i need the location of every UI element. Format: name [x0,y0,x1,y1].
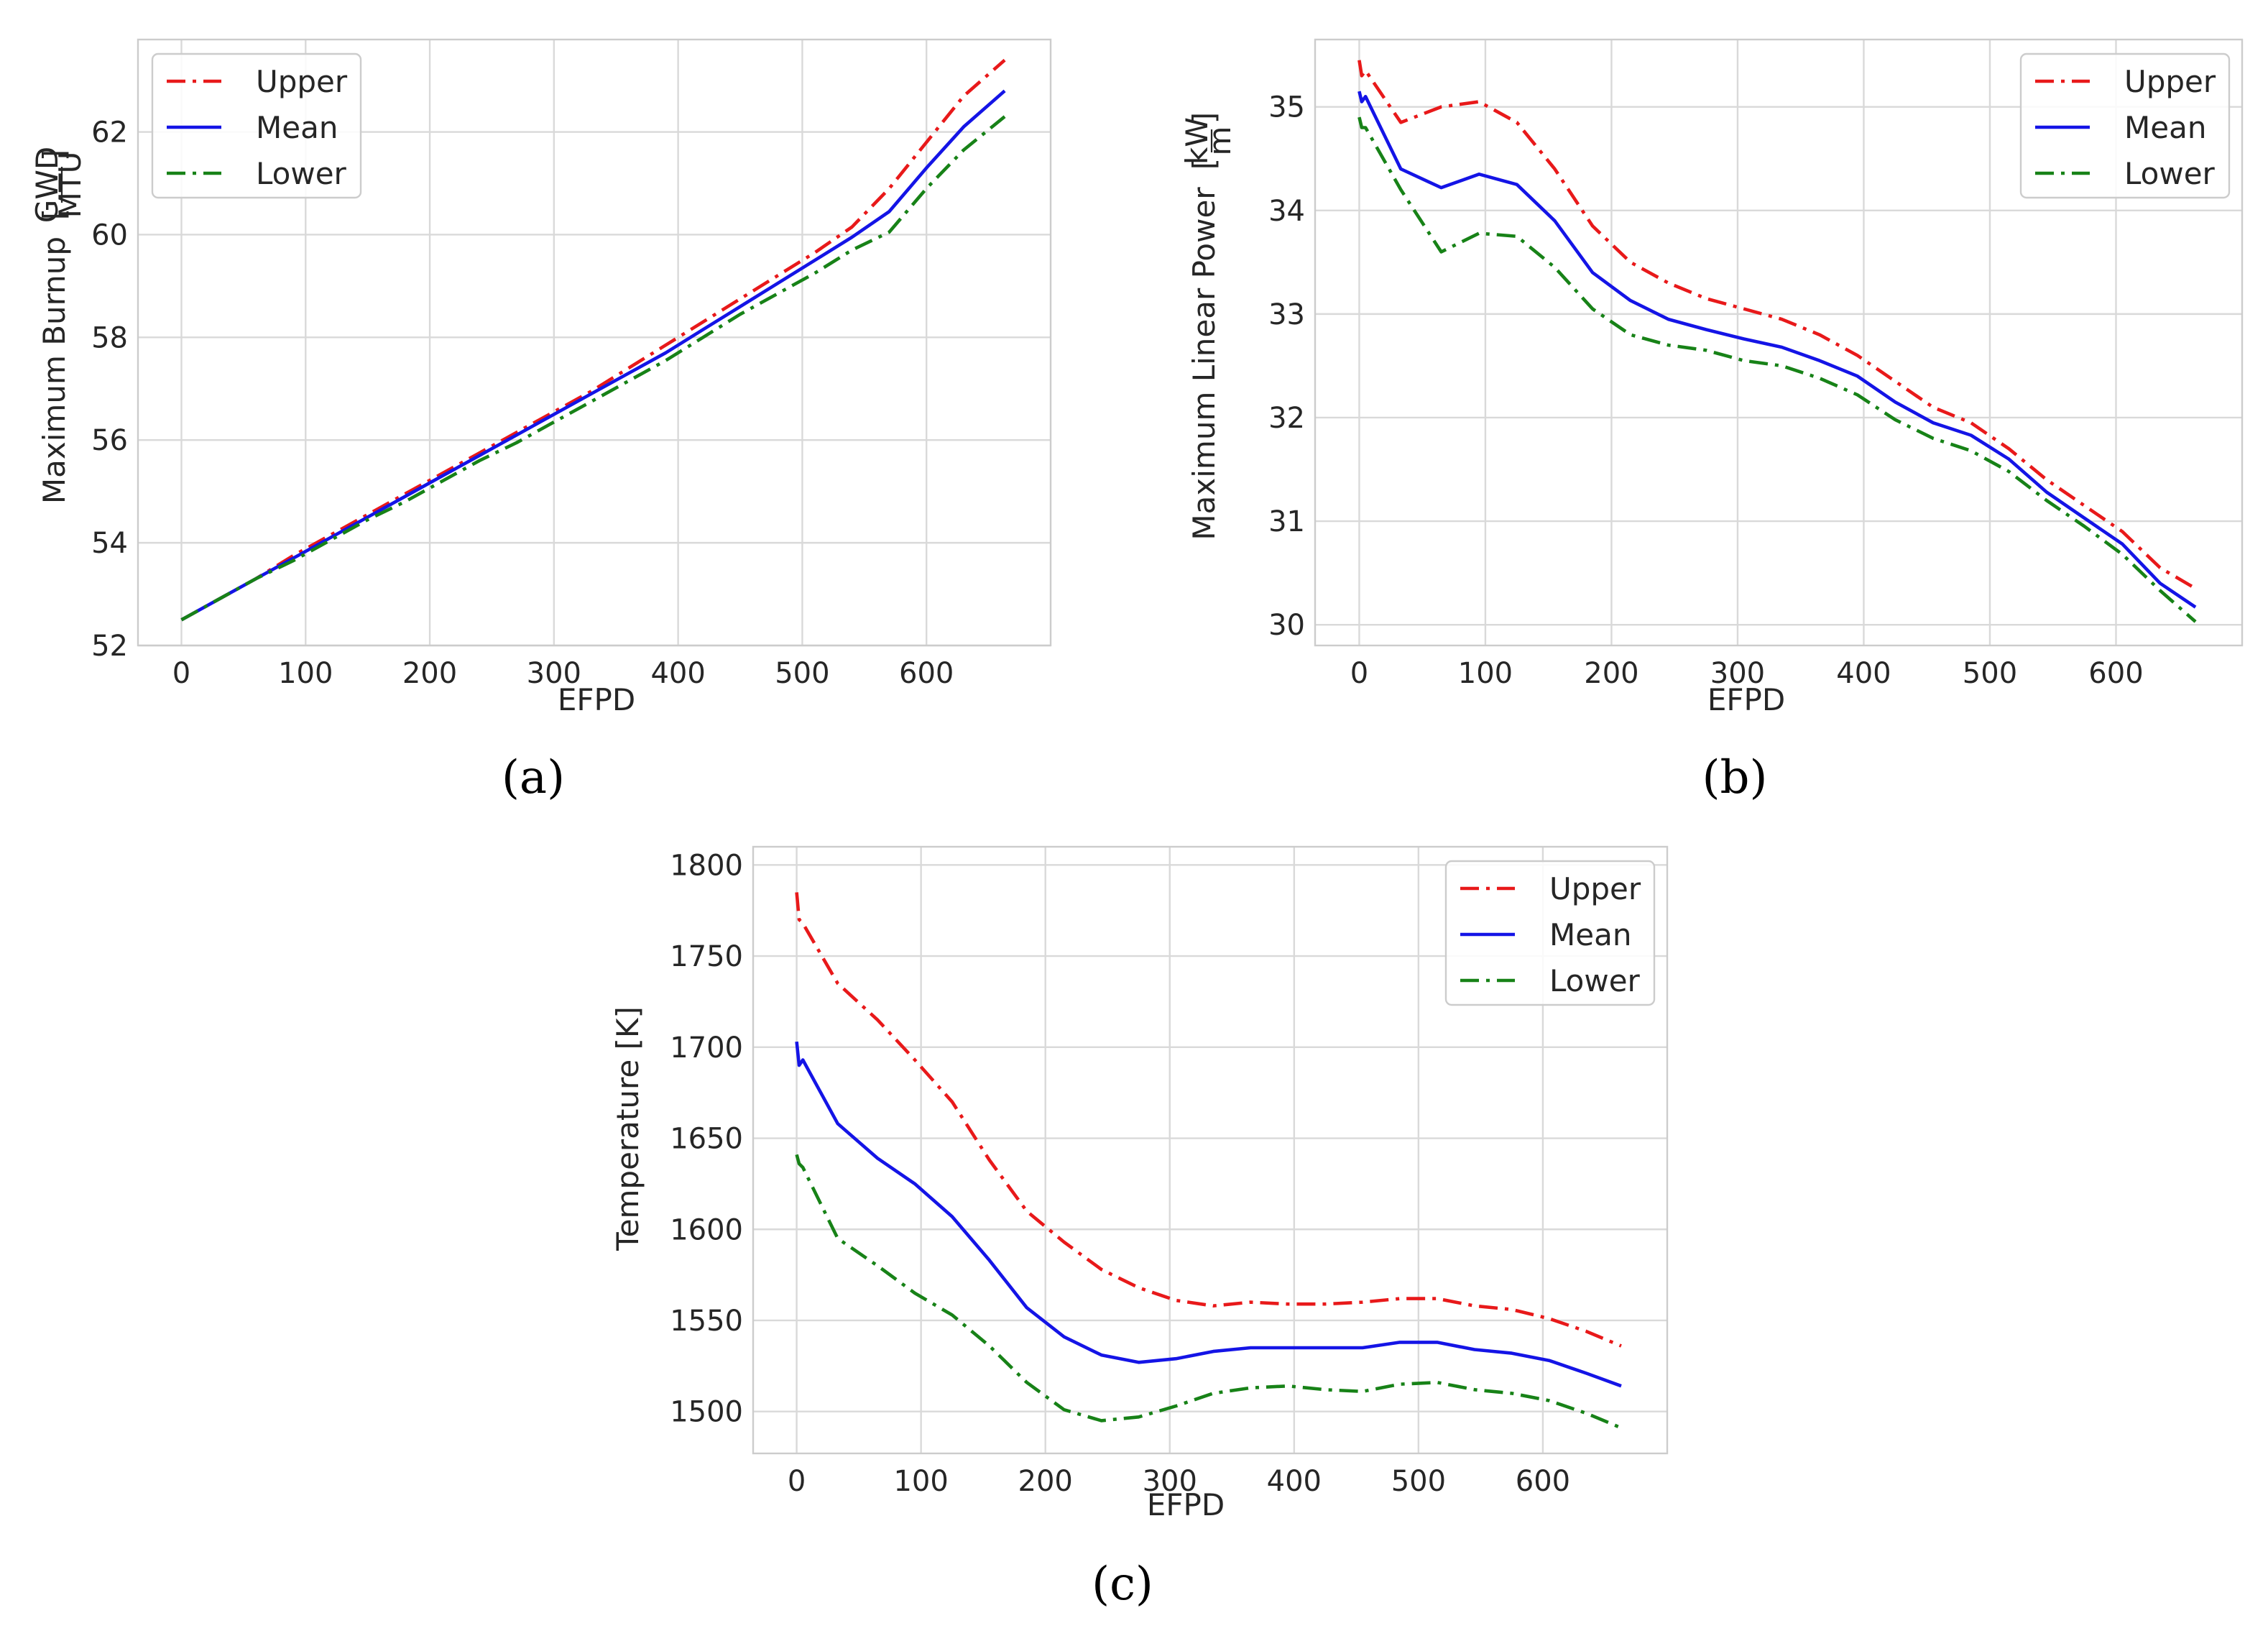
panel-a-y-tick-label: 62 [91,116,128,150]
panel-c-y-tick-label: 1650 [670,1123,743,1156]
panel-b-x-tick-label: 600 [2088,657,2143,690]
panel-c-legend: Upper Mean Lower [1444,860,1656,1006]
panel-c-y-tick-label: 1700 [670,1031,743,1065]
panel-b-y-tick-label: 31 [1268,505,1305,538]
panel-a-x-tick-label: 200 [402,657,457,690]
panel-c-y-tick-label: 1800 [670,849,743,882]
panel-a-y-unit-close-bracket: ] [37,150,72,161]
panel-b-y-unit-close-bracket: ] [1186,112,1222,124]
panel-c-y-tick-label: 1600 [670,1213,743,1246]
panel-c-x-tick-label: 300 [1143,1465,1197,1498]
panel-a-y-axis-title: Maximum Burnup [37,236,72,504]
panel-a-x-tick-label: 500 [775,657,829,690]
panel-b-x-tick-label: 200 [1584,657,1638,690]
panel-c-frame [752,845,1669,1455]
panel-c-legend-label-mean: Mean [1549,917,1631,952]
panel-a-legend-label-lower: Lower [256,156,347,191]
panel-a-chart: 0 100 200 300 400 500 600 52 54 56 58 60 62 Upper Mean… [29,38,1052,804]
panel-b-y-unit-denominator: m [1202,127,1237,156]
panel-b-y-tick-label: 35 [1268,91,1305,124]
panel-b-series-mean-line [1357,91,2197,609]
panel-a-plot-area: 0 100 200 300 400 500 600 52 54 56 58 60 62 Upper Mean… [91,38,1052,690]
panel-a-legend-label-mean: Mean [256,110,338,145]
panel-a-y-axis-label: Maximum Burnup [ GWD MTU ] [29,147,88,504]
panel-b-legend-label-lower: Lower [2124,156,2216,191]
panel-b-frame [1314,38,2244,647]
panel-a-series-mean-line [180,89,1006,622]
panel-a-x-axis-label: EFPD [558,682,635,717]
panel-b-x-axis-label: EFPD [1707,682,1785,717]
panel-c-y-tick-label: 1750 [670,940,743,973]
panel-a-legend: Upper Mean Lower [151,52,362,199]
panel-a-y-tick-label: 56 [91,424,128,457]
panel-c-legend-box [1444,860,1656,1006]
panel-b-series-lower-line [1357,116,2197,623]
panel-a-y-tick-label: 60 [91,219,128,252]
panel-b-plot-area: 0 100 200 300 400 500 600 30 31 32 33 34 35 Upper Mean… [1268,38,2244,690]
panel-c-plot-area: 0 100 200 300 400 500 600 1500 1550 1600 1650 1700 1… [670,845,1669,1498]
panel-a-x-tick-label: 100 [278,657,333,690]
panel-b-y-tick-label: 30 [1268,609,1305,642]
panel-b-legend-box [2019,52,2231,199]
panel-c-series-mean-line [795,1041,1622,1388]
panel-c-series-lower-line [795,1154,1622,1430]
panel-c-caption: (c) [1092,1558,1153,1611]
panel-a-y-tick-label: 54 [91,527,128,560]
panel-b-y-tick-label: 34 [1268,195,1305,228]
panel-c-series-upper-line [795,892,1622,1348]
panel-b-x-tick-label: 300 [1710,657,1765,690]
panel-a-series-lower-line [180,115,1006,622]
panel-c-x-tick-label: 0 [788,1465,806,1498]
panel-a-x-tick-label: 300 [527,657,581,690]
panel-b-legend-label-mean: Mean [2124,110,2206,145]
panel-b-x-tick-label: 400 [1836,657,1891,690]
panel-b-y-unit-numerator: kW [1179,117,1214,165]
panel-c-x-tick-label: 500 [1391,1465,1446,1498]
panel-b-y-axis-title: Maximum Linear Power [1186,187,1222,541]
panel-a-caption: (a) [502,751,565,804]
panel-b-series-upper-line [1357,60,2197,590]
panel-b-x-tick-label: 0 [1350,657,1368,690]
panel-b-y-tick-label: 32 [1268,402,1305,435]
panel-b-y-tick-label: 33 [1268,298,1305,331]
panel-a-frame [137,38,1052,647]
panel-b-legend: Upper Mean Lower [2019,52,2231,199]
panel-b-caption: (b) [1702,751,1768,804]
panel-b-legend-label-upper: Upper [2124,64,2216,99]
panel-c-y-axis-label: Temperature [K] [610,1006,645,1251]
panel-a-series-upper-line [180,58,1006,622]
panel-c-x-tick-label: 200 [1018,1465,1073,1498]
panel-a-y-unit-numerator: GWD [29,147,65,223]
panel-a-y-tick-label: 58 [91,321,128,354]
panel-c-x-tick-label: 400 [1267,1465,1322,1498]
panel-a-x-tick-label: 0 [172,657,190,690]
panel-c-chart: 0 100 200 300 400 500 600 1500 1550 1600 1650 1700 1… [610,845,1669,1611]
panel-a-legend-box [151,52,362,199]
panel-b-y-axis-label: Maximum Linear Power [ kW m ] [1179,112,1237,541]
panel-c-x-tick-label: 600 [1516,1465,1570,1498]
panel-b-chart: 0 100 200 300 400 500 600 30 31 32 33 34 35 Upper Mean… [1179,38,2244,804]
panel-c-y-tick-label: 1500 [670,1396,743,1429]
panel-b-x-tick-label: 100 [1458,657,1513,690]
panel-a-legend-label-upper: Upper [256,64,348,99]
panel-c-x-axis-label: EFPD [1147,1487,1225,1522]
panel-a-y-tick-label: 52 [91,630,128,663]
panel-c-legend-label-lower: Lower [1549,963,1641,998]
panel-a-x-tick-label: 600 [899,657,954,690]
panel-b-y-unit-open-bracket: [ [1186,158,1222,170]
panel-a-y-unit-denominator: MTU [52,152,88,219]
panel-b-x-tick-label: 500 [1963,657,2017,690]
panel-c-legend-label-upper: Upper [1549,871,1641,906]
panel-c-x-tick-label: 100 [893,1465,948,1498]
panel-a-x-tick-label: 400 [650,657,705,690]
panel-a-y-unit-open-bracket: [ [37,208,72,220]
panel-c-y-tick-label: 1550 [670,1305,743,1338]
